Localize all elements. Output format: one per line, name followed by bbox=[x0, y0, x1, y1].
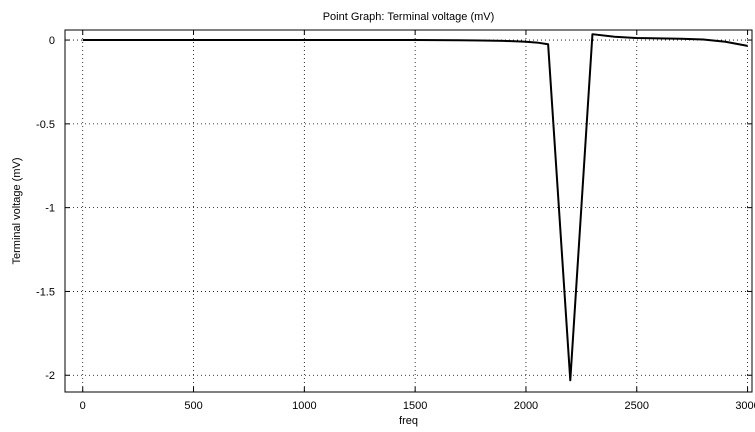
y-tick-label: -1.5 bbox=[36, 286, 55, 298]
y-tick-label: -2 bbox=[45, 370, 55, 382]
y-tick-label: -1 bbox=[45, 203, 55, 215]
grid-lines bbox=[65, 30, 752, 392]
y-tick-label: 0 bbox=[49, 35, 55, 47]
x-tick-label: 2500 bbox=[625, 400, 649, 412]
series-layer bbox=[82, 33, 748, 382]
x-tick-label: 1500 bbox=[403, 400, 427, 412]
x-tick-label: 1000 bbox=[292, 400, 316, 412]
x-tick-label: 0 bbox=[80, 400, 86, 412]
x-axis-title: freq bbox=[399, 415, 418, 427]
x-tick-label: 2000 bbox=[514, 400, 538, 412]
series-line-0 bbox=[82, 33, 748, 382]
y-tick-label: -0.5 bbox=[36, 119, 55, 131]
y-axis-title: Terminal voltage (mV) bbox=[11, 158, 23, 265]
x-tick-label: 500 bbox=[184, 400, 202, 412]
plot-area bbox=[64, 29, 753, 393]
chart-title: Point Graph: Terminal voltage (mV) bbox=[323, 11, 495, 23]
